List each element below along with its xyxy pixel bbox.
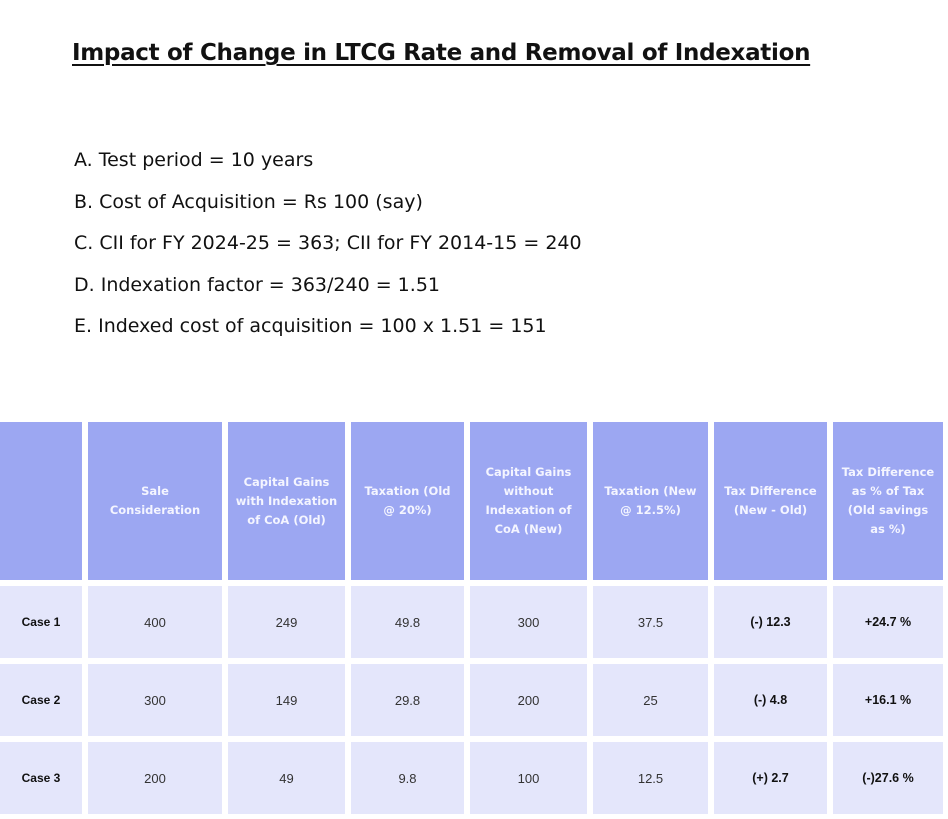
table-cell: +24.7 %: [833, 586, 943, 658]
table-cell: 249: [228, 586, 345, 658]
row-label: Case 1: [0, 586, 82, 658]
table-cell: 200: [88, 742, 222, 814]
header-cg-without-indexation: Capital Gains without Indexation of CoA …: [470, 422, 587, 580]
table-cell: 9.8: [351, 742, 464, 814]
table-cell: 300: [88, 664, 222, 736]
table-cell: 149: [228, 664, 345, 736]
assumption-item: A. Test period = 10 years: [74, 149, 314, 171]
table-cell: 12.5: [593, 742, 708, 814]
table-cell: 49.8: [351, 586, 464, 658]
table-cell: 49: [228, 742, 345, 814]
comparison-table: Sale Consideration Capital Gains with In…: [0, 422, 943, 814]
row-label: Case 3: [0, 742, 82, 814]
assumption-item: B. Cost of Acquisition = Rs 100 (say): [74, 190, 423, 213]
table-cell: (-) 12.3: [714, 586, 827, 658]
header-taxation-new: Taxation (New @ 12.5%): [593, 422, 708, 580]
assumption-item: E. Indexed cost of acquisition = 100 x 1…: [74, 315, 547, 337]
page-title: Impact of Change in LTCG Rate and Remova…: [72, 40, 811, 66]
table-cell: 100: [470, 742, 587, 814]
table-cell: (-) 4.8: [714, 664, 827, 736]
assumption-item: D. Indexation factor = 363/240 = 1.51: [74, 273, 440, 296]
header-cg-with-indexation: Capital Gains with Indexation of CoA (Ol…: [228, 422, 345, 580]
table-cell: 200: [470, 664, 587, 736]
table-cell: 400: [88, 586, 222, 658]
assumption-item: C. CII for FY 2024-25 = 363; CII for FY …: [74, 232, 582, 254]
header-tax-difference: Tax Difference (New - Old): [714, 422, 827, 580]
table-cell: (+) 2.7: [714, 742, 827, 814]
table-cell: +16.1 %: [833, 664, 943, 736]
table-cell: (-)27.6 %: [833, 742, 943, 814]
table-cell: 37.5: [593, 586, 708, 658]
table-cell: 29.8: [351, 664, 464, 736]
table-cell: 300: [470, 586, 587, 658]
table-cell: 25: [593, 664, 708, 736]
header-corner: [0, 422, 82, 580]
row-label: Case 2: [0, 664, 82, 736]
header-sale-consideration: Sale Consideration: [88, 422, 222, 580]
header-taxation-old: Taxation (Old @ 20%): [351, 422, 464, 580]
header-tax-difference-percent: Tax Difference as % of Tax (Old savings …: [833, 422, 943, 580]
assumptions-list: A. Test period = 10 years B. Cost of Acq…: [74, 145, 582, 353]
